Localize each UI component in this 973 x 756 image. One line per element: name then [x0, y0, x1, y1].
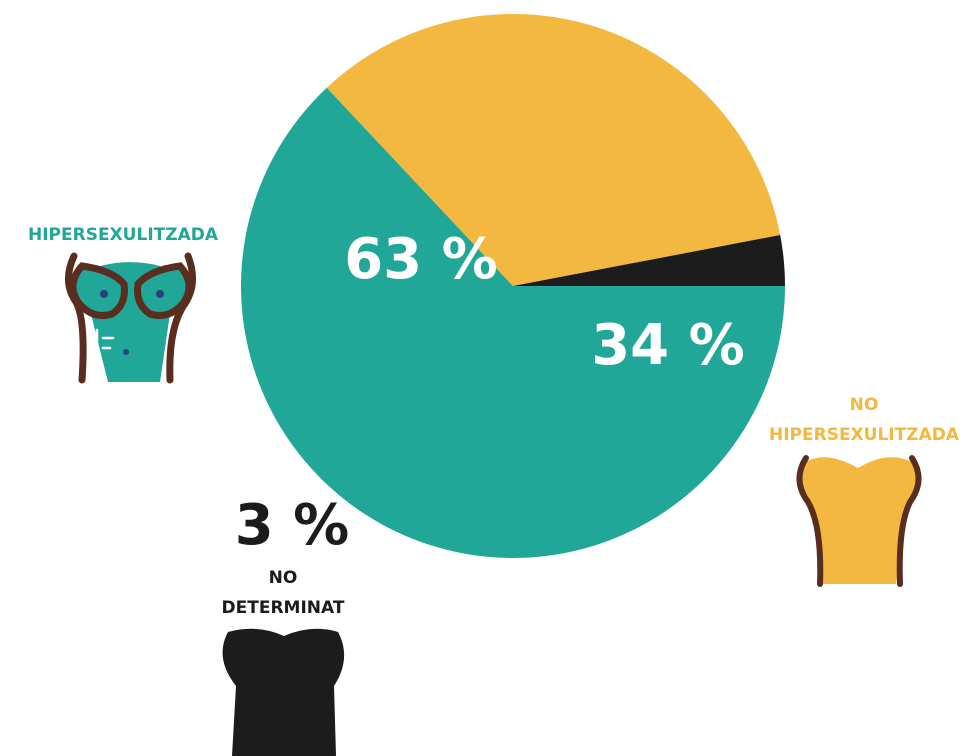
category-label-hipersexulitzada-line-1: HIPERSEXULITZADA: [28, 225, 219, 245]
pie-slices: [241, 13, 786, 558]
undetermined-torso-icon: [222, 628, 345, 756]
category-label-no-determinat-line-1: NO: [269, 568, 298, 588]
percentage-labels: 63 % 34 % 3 %: [235, 227, 745, 558]
pie-slice-no-hipersexulitzada: [326, 13, 781, 287]
pie-slice-hipersexulitzada: [241, 87, 786, 558]
percentage-label-no-determinat: 3 %: [235, 493, 350, 558]
category-label-no-determinat-line-2: DETERMINAT: [222, 598, 345, 618]
category-label-no-hipersexulitzada-line-2: HIPERSEXULITZADA: [769, 425, 960, 445]
hypersexualized-torso-icon: [65, 252, 196, 384]
percentage-label-no-hipersexulitzada: 34 %: [591, 313, 745, 378]
category-labels: HIPERSEXULITZADA NO HIPERSEXULITZADA NO DETE…: [28, 225, 960, 618]
pie-slice-no-determinat: [513, 235, 785, 286]
non-hypersexualized-torso-icon: [796, 455, 922, 587]
category-label-no-hipersexulitzada-line-1: NO: [850, 395, 879, 415]
percentage-label-hipersexulitzada: 63 %: [344, 227, 498, 292]
